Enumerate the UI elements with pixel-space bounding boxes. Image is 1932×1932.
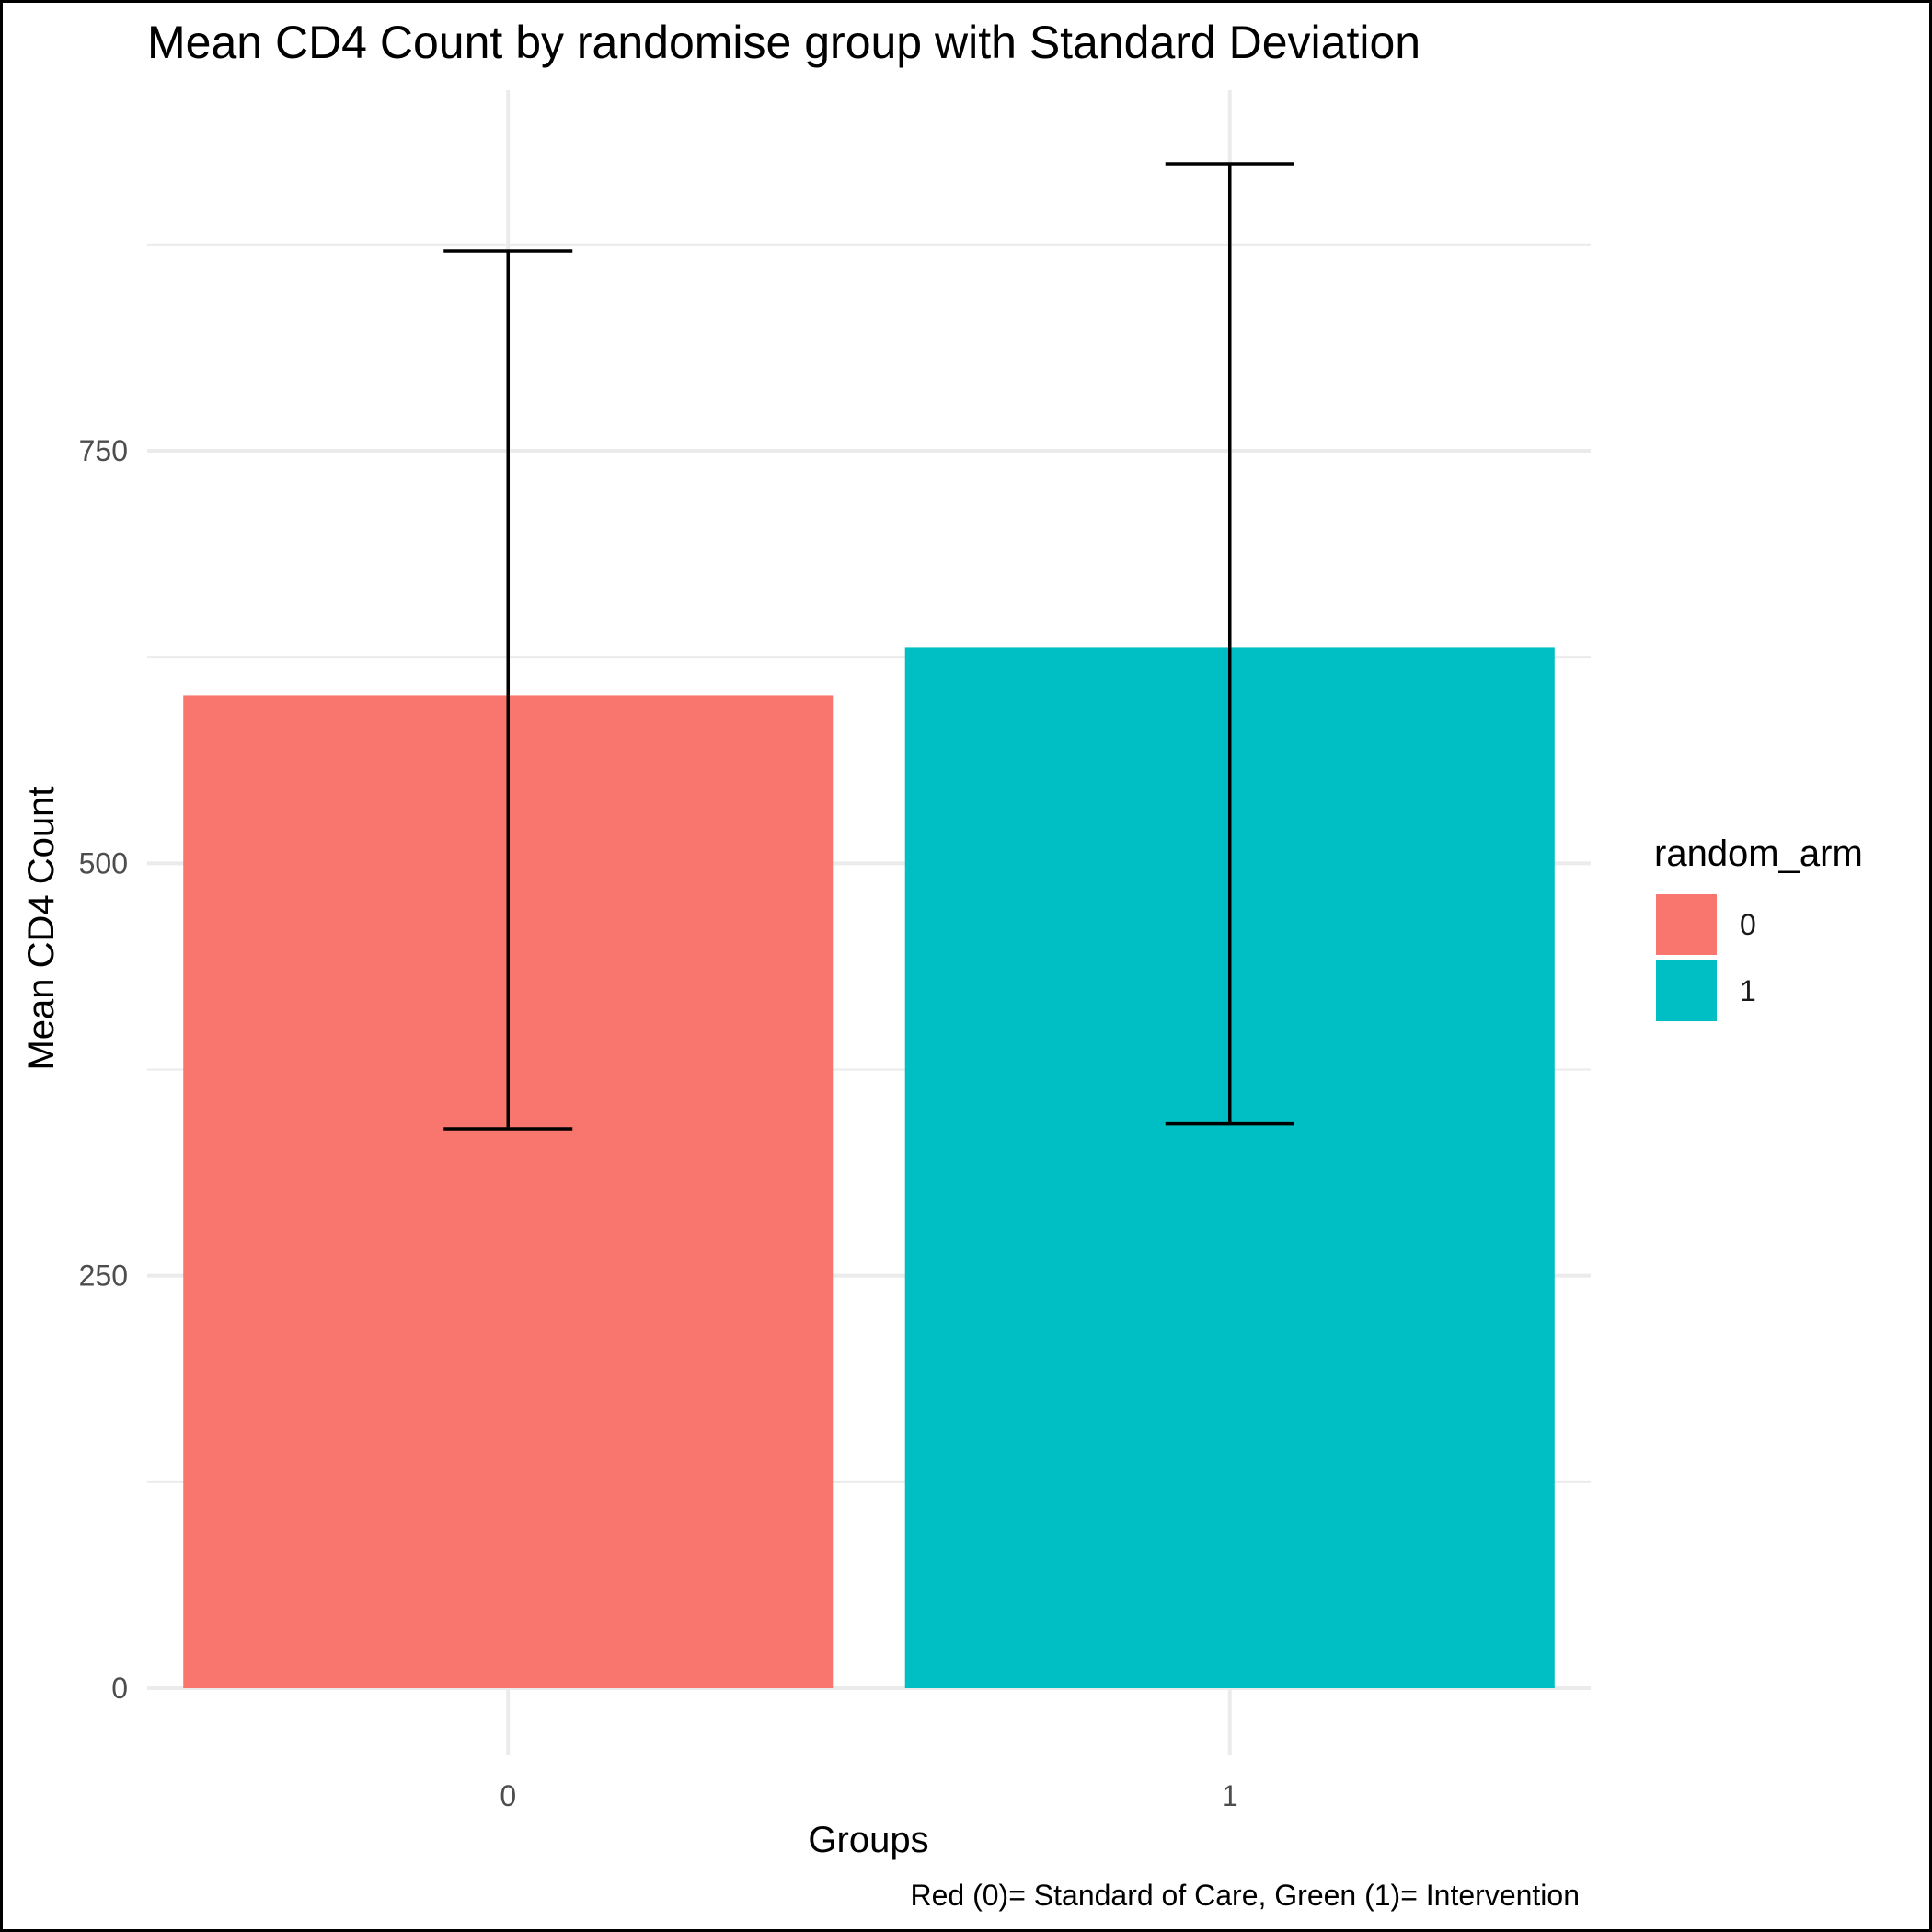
error-bars [443, 162, 1294, 1131]
y-axis-ticks: 0 250 500 750 [79, 434, 128, 1705]
y-tick-label: 0 [111, 1672, 128, 1705]
legend-entries: 01 [1656, 894, 1756, 1021]
y-tick-label: 750 [79, 434, 128, 467]
legend: random_arm 01 [1654, 834, 1863, 1021]
y-axis-title: Mean CD4 Count [21, 786, 62, 1070]
error-bar-0 [443, 249, 573, 1131]
chart-caption: Red (0)= Standard of Care, Green (1)= In… [911, 1879, 1581, 1912]
legend-key-0 [1656, 894, 1717, 955]
x-tick-label: 0 [500, 1779, 516, 1812]
bars [183, 647, 1555, 1688]
y-tick-label: 500 [79, 846, 128, 880]
legend-label-1: 1 [1740, 974, 1756, 1007]
chart-title: Mean CD4 Count by randomise group with S… [147, 17, 1420, 68]
legend-title: random_arm [1654, 834, 1863, 874]
x-tick-label: 1 [1222, 1779, 1238, 1812]
y-tick-label: 250 [79, 1259, 128, 1293]
legend-label-0: 0 [1740, 908, 1756, 941]
x-axis-title: Groups [808, 1820, 928, 1860]
error-bar-1 [1165, 162, 1294, 1126]
legend-key-1 [1656, 960, 1717, 1021]
